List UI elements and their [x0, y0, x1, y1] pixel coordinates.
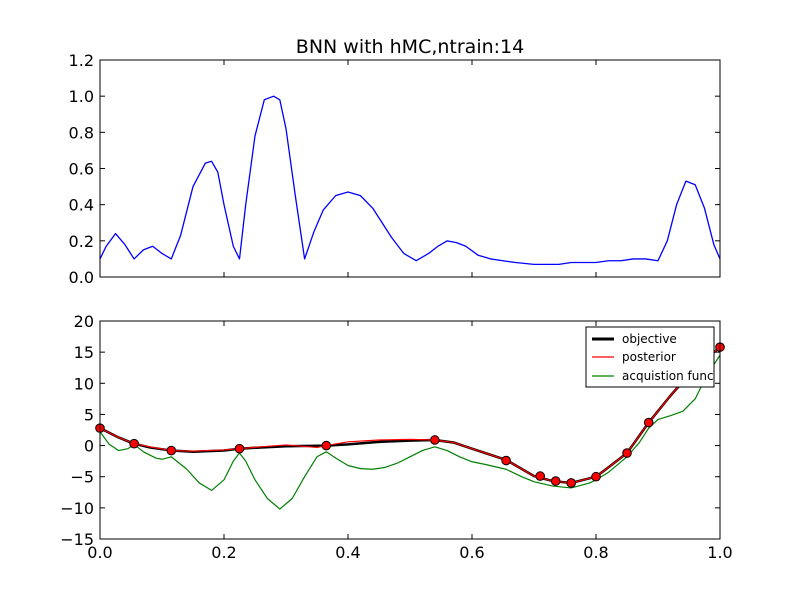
training-point	[622, 448, 632, 458]
bottom-x-tick-label: 0.2	[211, 543, 236, 562]
top-series-line-0	[99, 95, 721, 265]
legend-label-objective: objective	[622, 332, 677, 346]
top-y-tick-label: 0.2	[69, 232, 94, 251]
bottom-y-tick-label: −10	[60, 499, 94, 518]
training-point	[566, 478, 577, 488]
bottom-y-tick-label: −15	[60, 530, 94, 549]
top-y-tick-label: 1.0	[69, 87, 94, 106]
top-y-tick-label: 0.8	[69, 123, 94, 142]
bottom-y-tick-label: 10	[74, 374, 94, 393]
bottom-y-tick-label: 20	[74, 312, 94, 331]
training-point	[501, 455, 511, 466]
training-point	[643, 417, 654, 428]
bottom-y-tick-label: 5	[84, 405, 94, 424]
top-lines	[99, 95, 721, 265]
bottom-x-tick-label: 0.4	[335, 543, 360, 562]
posterior-line	[99, 346, 721, 484]
bottom-x-tick-label: 0.8	[583, 543, 608, 562]
bottom-subplot: −15 −10 −5 0 5 10 15 20 0.0 0.2 0.4 0.6 0.8 1.0 objec…	[60, 312, 732, 562]
top-y-tick-label: 0.6	[69, 160, 94, 179]
training-point	[321, 440, 332, 451]
top-ticks: 0.0 0.2 0.4 0.6 0.8 1.0 1.2	[69, 51, 721, 287]
legend-label-acquisition: acquistion func	[622, 369, 714, 383]
bottom-x-tick-label: 1.0	[707, 543, 732, 562]
training-point	[591, 471, 601, 482]
top-plot-frame	[99, 59, 721, 278]
bottom-y-tick-label: 15	[74, 343, 94, 362]
training-point	[535, 471, 546, 481]
bottom-y-tick-label: −5	[70, 468, 94, 487]
top-y-tick-label: 1.2	[69, 51, 94, 70]
training-point	[129, 438, 139, 449]
training-point	[550, 476, 561, 486]
legend-label-posterior: posterior	[622, 350, 676, 364]
top-subplot: BNN with hMC,ntrain:14 0.0 0.2 0.4 0.6 0.8 1.…	[69, 36, 721, 287]
training-point	[234, 443, 245, 454]
training-point	[430, 435, 440, 445]
bottom-plot-frame	[99, 320, 721, 540]
chart-title: BNN with hMC,ntrain:14	[296, 36, 524, 58]
bottom-x-tick-label: 0.0	[87, 543, 112, 562]
top-y-tick-label: 0.4	[69, 196, 94, 215]
top-plot-area	[100, 60, 720, 277]
bottom-markers	[95, 342, 725, 488]
top-y-tick-label: 0.0	[69, 268, 94, 287]
bottom-y-tick-label: 0	[84, 437, 94, 456]
legend: objective posterior acquistion func	[585, 326, 715, 388]
training-point	[166, 445, 177, 456]
bottom-x-tick-label: 0.6	[459, 543, 484, 562]
